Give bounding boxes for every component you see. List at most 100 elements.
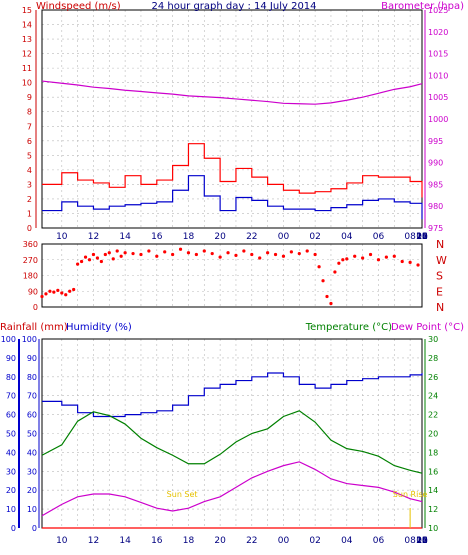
direction-point [353, 254, 357, 258]
direction-point [119, 254, 123, 258]
humidity-tick-label: 10 [27, 505, 37, 514]
direction-point [72, 287, 76, 292]
wind-x-tick-label: 00 [278, 232, 290, 242]
direction-point [68, 289, 72, 293]
windspeed-tick-label: 15 [22, 6, 32, 15]
climate-x-tick-label: 14 [119, 536, 131, 546]
climate-x-tick-label: 06 [373, 536, 385, 546]
windspeed-tick-label: 14 [22, 21, 32, 30]
humidity-tick-label: 0 [32, 524, 37, 533]
direction-point [60, 291, 64, 295]
humidity-tick-label: 80 [27, 373, 37, 382]
windspeed-tick-label: 6 [27, 137, 32, 146]
barometer-tick-label: 995 [428, 137, 443, 146]
direction-point [163, 250, 167, 254]
wind-x-tick-label: 22 [416, 232, 427, 242]
barometer-tick-label: 1000 [428, 115, 448, 124]
humidity-tick-label: 40 [27, 448, 37, 457]
direction-tick-label: 180 [23, 272, 38, 281]
wind-x-tick-label: 16 [416, 232, 428, 242]
windspeed-tick-label: 8 [27, 108, 32, 117]
humidity-tick-label: 60 [27, 411, 37, 420]
wind-x-tick-label: 14 [119, 232, 131, 242]
direction-point [52, 290, 56, 294]
direction-plot-frame [41, 243, 423, 308]
wind-x-tick-label: 22 [246, 232, 257, 242]
direction-point [289, 250, 293, 254]
temperature-line [41, 410, 423, 474]
direction-point [273, 252, 278, 257]
wind-gust-line [42, 143, 423, 198]
temperature-tick-label: 26 [428, 373, 438, 382]
direction-point [242, 249, 246, 253]
wind-x-tick-label: 20 [416, 232, 428, 242]
wind-x-tick-label: 06 [373, 232, 385, 242]
compass-label: N [436, 301, 444, 314]
wind-plot-frame [41, 9, 423, 229]
direction-point [48, 289, 52, 293]
direction-tick-label: 270 [23, 256, 38, 265]
wind-x-tick-label: 16 [151, 232, 163, 242]
temperature-axis-title: Temperature (°C) [305, 322, 392, 333]
wind-x-tick-label: 18 [183, 232, 195, 242]
humidity-tick-label: 20 [27, 486, 37, 495]
temperature-tick-label: 22 [428, 411, 438, 420]
direction-point [297, 252, 301, 256]
climate-x-tick-label: 18 [416, 536, 428, 546]
windspeed-tick-label: 9 [27, 93, 32, 102]
climate-x-tick-label: 00 [278, 536, 290, 546]
compass-label: E [436, 285, 443, 298]
rainfall-tick-label: 0 [11, 524, 16, 533]
barometer-tick-label: 980 [428, 202, 443, 211]
compass-label: N [436, 238, 444, 251]
direction-point [44, 292, 48, 296]
direction-point [79, 259, 84, 264]
temperature-tick-label: 18 [428, 448, 438, 457]
windspeed-tick-label: 11 [22, 64, 32, 73]
barometer-axis-title: Barometer (hpa) [381, 1, 464, 12]
direction-point [123, 251, 127, 255]
compass-label: S [436, 270, 443, 283]
direction-point [87, 258, 92, 262]
direction-point [171, 252, 175, 257]
direction-point [147, 249, 151, 253]
direction-point [400, 259, 404, 264]
wind-x-tick-label: 04 [341, 232, 353, 242]
direction-point [95, 256, 100, 260]
temperature-tick-label: 20 [428, 430, 438, 439]
rainfall-tick-label: 10 [6, 505, 16, 514]
direction-tick-label: 90 [28, 287, 38, 296]
wind-x-tick-label: 20 [214, 232, 226, 242]
direction-point [226, 251, 230, 255]
temperature-tick-label: 30 [428, 335, 438, 344]
barometer-tick-label: 1015 [428, 50, 448, 59]
climate-x-tick-label: 20 [416, 536, 428, 546]
humidity-tick-label: 30 [27, 467, 37, 476]
direction-point [139, 252, 143, 257]
sunset-annotation: Sun Set [167, 490, 198, 499]
direction-point [56, 288, 60, 292]
direction-point [218, 255, 222, 259]
climate-x-tick-label: 08 [404, 536, 416, 546]
windspeed-tick-label: 3 [27, 180, 32, 189]
humidity-tick-label: 100 [22, 335, 37, 344]
windspeed-tick-label: 12 [22, 50, 32, 59]
direction-point [368, 252, 373, 257]
climate-x-tick-label: 12 [88, 536, 99, 546]
direction-point [321, 279, 325, 283]
direction-point [384, 255, 388, 259]
temperature-tick-label: 14 [428, 486, 438, 495]
climate-x-tick-label: 20 [214, 536, 226, 546]
direction-point [305, 249, 309, 253]
direction-point [333, 270, 337, 274]
direction-tick-label: 0 [33, 303, 38, 312]
wind-x-tick-label: 14 [416, 232, 428, 242]
sunrise-annotation: Sun Rise [393, 490, 428, 499]
barometer-tick-label: 990 [428, 159, 443, 168]
humidity-line [42, 372, 423, 418]
climate-x-tick-label: 02 [309, 536, 320, 546]
climate-x-tick-label: 16 [416, 536, 428, 546]
direction-point [317, 265, 321, 269]
